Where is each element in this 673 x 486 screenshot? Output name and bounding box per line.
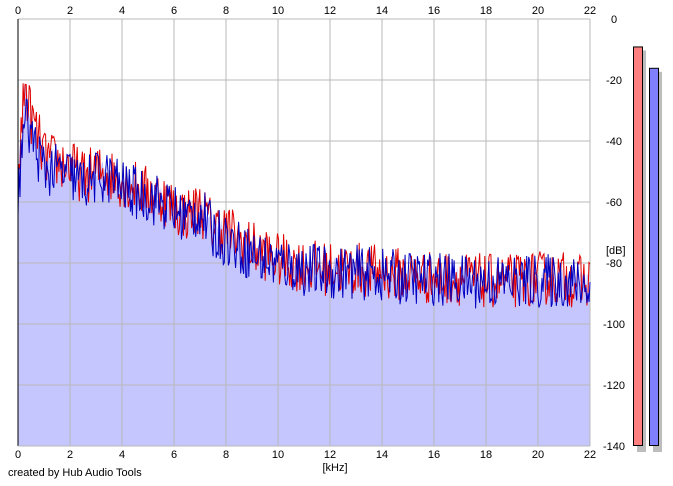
y-tick-label: -80 — [606, 258, 622, 270]
y-tick-labels: 0 -20 -40 -60 -80 -100 -120 -140 — [603, 14, 625, 453]
top-x-tick-label: 22 — [584, 5, 596, 17]
y-tick-label: -20 — [606, 75, 622, 87]
top-x-tick-label: 4 — [119, 5, 125, 17]
top-x-tick-label: 0 — [15, 5, 21, 17]
bottom-x-tick-label: 16 — [428, 449, 440, 461]
bottom-x-tick-label: 2 — [67, 449, 73, 461]
top-x-tick-labels: 0 2 4 6 8 10 12 14 16 18 20 22 — [15, 5, 596, 17]
y-tick-label: -100 — [603, 319, 625, 331]
top-x-tick-label: 14 — [376, 5, 388, 17]
plot-frame — [17, 19, 590, 447]
bottom-x-tick-label: 14 — [376, 449, 388, 461]
bottom-x-tick-label: 10 — [272, 449, 284, 461]
level-meter-1 — [633, 46, 643, 446]
top-x-tick-label: 2 — [67, 5, 73, 17]
y-tick-label: -140 — [603, 441, 625, 453]
x-axis-label: [kHz] — [322, 462, 347, 474]
series-line-2 — [17, 98, 591, 309]
level-meter-2 — [649, 67, 659, 447]
spectrum-series — [17, 83, 591, 309]
y-tick-label: -40 — [606, 136, 622, 148]
grid-lines — [17, 18, 591, 447]
bottom-x-tick-label: 6 — [171, 449, 177, 461]
bottom-x-tick-label: 4 — [119, 449, 125, 461]
credit-text: created by Hub Audio Tools — [8, 467, 142, 479]
y-tick-label: -60 — [606, 197, 622, 209]
bottom-x-tick-label: 0 — [15, 449, 21, 461]
level-meters — [633, 46, 662, 453]
top-x-tick-label: 12 — [324, 5, 336, 17]
y-axis-label: [dB] — [606, 245, 626, 257]
bottom-x-tick-label: 8 — [223, 449, 229, 461]
spectrum-area — [18, 83, 590, 447]
bottom-x-tick-label: 22 — [584, 449, 596, 461]
bottom-x-tick-label: 18 — [480, 449, 492, 461]
top-x-tick-label: 10 — [272, 5, 284, 17]
top-x-tick-label: 8 — [223, 5, 229, 17]
top-x-tick-label: 16 — [428, 5, 440, 17]
y-tick-label: 0 — [611, 14, 617, 26]
y-tick-label: -120 — [603, 380, 625, 392]
top-x-tick-label: 18 — [480, 5, 492, 17]
top-x-tick-label: 20 — [532, 5, 544, 17]
bottom-x-tick-label: 20 — [532, 449, 544, 461]
spectrum-fill-area — [18, 83, 590, 447]
top-x-tick-label: 6 — [171, 5, 177, 17]
bottom-x-tick-labels: 0 2 4 6 8 10 12 14 16 18 20 22 — [15, 449, 596, 461]
bottom-x-tick-label: 12 — [324, 449, 336, 461]
